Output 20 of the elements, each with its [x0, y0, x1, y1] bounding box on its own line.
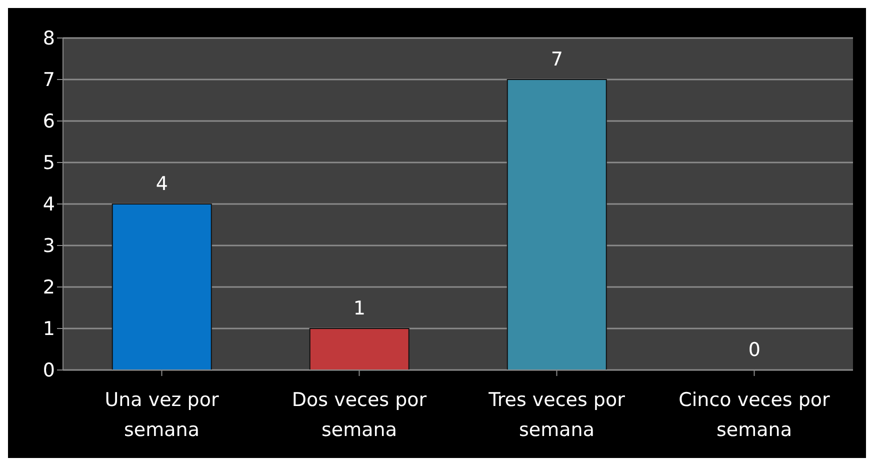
data-label: 7: [550, 48, 563, 70]
y-tick-label: 4: [42, 194, 55, 216]
y-tick-label: 1: [42, 318, 55, 340]
bar: [506, 79, 607, 370]
y-tick-label: 2: [42, 276, 55, 299]
x-tick-label: Tres veces por semana: [488, 389, 626, 441]
y-tick-label: 7: [42, 69, 55, 92]
y-tick-label: 5: [42, 152, 55, 174]
y-tick-label: 3: [42, 235, 55, 258]
x-tick-label: Dos veces por semana: [292, 389, 427, 441]
y-tick-label: 6: [42, 110, 55, 133]
data-label: 0: [748, 339, 760, 361]
bar: [309, 328, 410, 370]
y-tick-label: 0: [42, 360, 55, 382]
y-tick-label: 8: [42, 28, 55, 50]
data-label: 4: [156, 173, 168, 195]
x-tick-label: Cinco veces por semana: [678, 389, 830, 441]
data-label: 1: [353, 298, 366, 320]
bar: [112, 204, 212, 370]
x-tick-label: Una vez por semana: [104, 389, 219, 441]
